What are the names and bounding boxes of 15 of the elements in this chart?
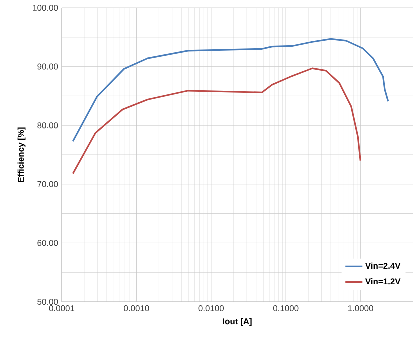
legend-label: Vin=1.2V [365, 278, 401, 285]
y-tick-label: 70.00 [38, 181, 58, 188]
legend-label: Vin=2.4V [365, 262, 401, 269]
y-tick-label: 100.00 [33, 5, 58, 11]
y-tick-label: 60.00 [38, 240, 58, 246]
y-tick-label: 50.00 [38, 299, 58, 305]
x-tick-label: 1.0000 [348, 306, 374, 312]
x-axis-title: Iout [A] [223, 318, 252, 326]
x-tick-label: 0.0100 [198, 306, 224, 312]
y-tick-label: 90.00 [38, 64, 58, 70]
x-tick-label: 0.0010 [124, 306, 150, 312]
x-tick-label: 0.1000 [273, 306, 299, 312]
x-tick-label: 0.0001 [49, 306, 75, 312]
y-axis-title: Efficiency [%] [18, 128, 26, 182]
y-tick-label: 80.00 [38, 122, 58, 129]
